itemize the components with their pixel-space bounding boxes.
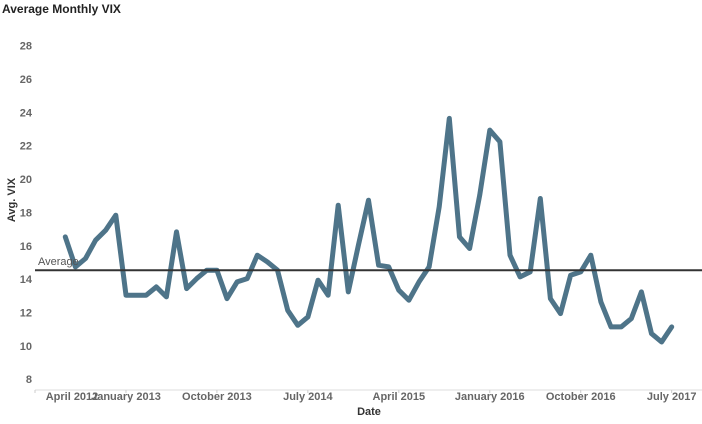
y-tick-label: 8	[26, 374, 32, 386]
y-tick-label: 16	[20, 241, 32, 253]
x-tick-label: July 2017	[647, 391, 697, 403]
x-tick-label: April 2012	[46, 391, 99, 403]
reference-label: Average	[38, 256, 79, 268]
x-tick-label: January 2016	[455, 391, 525, 403]
x-tick-label: October 2016	[546, 391, 616, 403]
y-tick-label: 20	[20, 174, 32, 186]
y-tick-label: 26	[20, 74, 32, 86]
y-tick-label: 22	[20, 141, 32, 153]
x-tick-label: July 2014	[283, 391, 333, 403]
y-tick-label: 14	[20, 274, 33, 286]
y-tick-label: 28	[20, 41, 32, 53]
x-axis-title: Date	[357, 406, 381, 418]
x-tick-label: October 2013	[182, 391, 252, 403]
y-tick-label: 12	[20, 308, 32, 320]
chart-title: Average Monthly VIX	[2, 2, 121, 16]
y-tick-label: 18	[20, 207, 32, 219]
y-axis-title: Avg. VIX	[6, 177, 18, 222]
x-tick-label: January 2013	[91, 391, 161, 403]
y-tick-label: 10	[20, 341, 32, 353]
series-line	[62, 115, 675, 345]
x-tick-label: April 2015	[373, 391, 426, 403]
y-tick-label: 24	[20, 107, 33, 119]
